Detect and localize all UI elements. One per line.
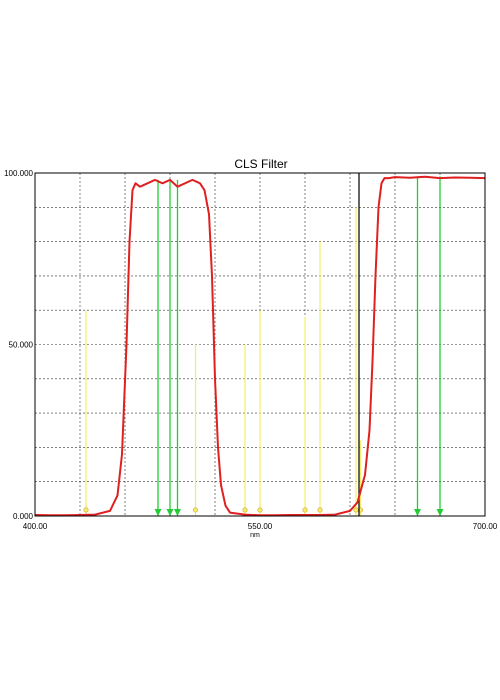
- green-marker-arrow: [166, 509, 174, 516]
- x-tick-labels: 400.00 550.00 700.00: [23, 522, 498, 531]
- yellow-marker-dot: [302, 507, 308, 513]
- green-marker-arrow: [174, 509, 181, 516]
- yellow-marker-dot: [353, 507, 359, 513]
- x-tick-label: 400.00: [23, 522, 48, 531]
- transmission-curve: [34, 175, 486, 517]
- plot-frame: [34, 172, 486, 517]
- green-marker-arrow: [436, 509, 444, 516]
- green-marker-arrow: [414, 509, 421, 516]
- y-tick-labels: 0.000 50.000 100.000: [4, 169, 33, 521]
- yellow-marker-dot: [242, 507, 248, 513]
- x-axis-title: nm: [250, 532, 260, 539]
- x-tick-label: 700.00: [473, 522, 498, 531]
- yellow-marker-dot: [317, 507, 323, 513]
- y-tick-label: 100.000: [4, 169, 33, 178]
- yellow-marker-dot: [83, 507, 89, 513]
- yellow-marker-dot: [257, 507, 263, 513]
- y-tick-label: 0.000: [13, 512, 34, 521]
- green-marker-arrow: [154, 509, 162, 516]
- y-tick-label: 50.000: [9, 341, 34, 350]
- yellow-marker-dot: [193, 507, 199, 513]
- marker-lines: [83, 173, 444, 516]
- series-layer: [34, 175, 486, 517]
- chart-title: CLS Filter: [234, 157, 287, 171]
- x-tick-label: 550.00: [248, 522, 273, 531]
